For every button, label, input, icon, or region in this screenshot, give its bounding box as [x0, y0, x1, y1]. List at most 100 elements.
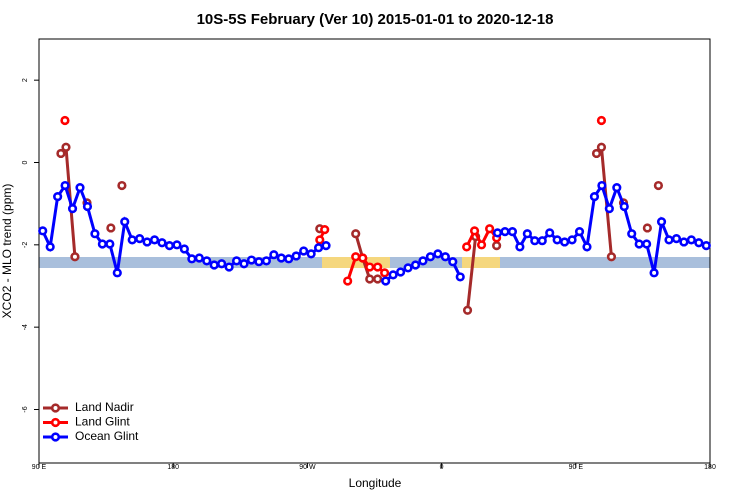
- point: [45, 242, 55, 252]
- point: [291, 251, 301, 261]
- plot-frame: [38, 38, 711, 464]
- point: [596, 142, 607, 152]
- point: [358, 253, 368, 263]
- point: [209, 260, 219, 270]
- point: [701, 241, 711, 251]
- point: [664, 235, 674, 245]
- point: [224, 262, 234, 272]
- point: [574, 227, 585, 237]
- chart-title: 10S-5S February (Ver 10) 2015-01-01 to 2…: [197, 11, 554, 28]
- point: [142, 237, 152, 247]
- point: [60, 180, 70, 191]
- point: [105, 239, 115, 249]
- point: [381, 276, 391, 286]
- legend-label: Land Nadir: [75, 400, 134, 414]
- point: [38, 226, 48, 236]
- point: [418, 256, 428, 266]
- point: [299, 246, 309, 256]
- point: [284, 254, 294, 264]
- point: [202, 256, 212, 266]
- series-line: [61, 147, 658, 310]
- point: [410, 260, 421, 270]
- point: [149, 235, 160, 245]
- y-axis-label: XCO2 - MLO trend (ppm): [0, 184, 14, 319]
- legend-label: Land Glint: [75, 415, 130, 429]
- point: [90, 229, 100, 239]
- legend-label: Ocean Glint: [75, 429, 139, 443]
- x-tick-label: 0: [440, 464, 444, 471]
- point: [306, 249, 316, 259]
- point: [135, 234, 145, 244]
- point: [315, 235, 325, 245]
- point: [567, 235, 577, 245]
- point: [642, 239, 652, 249]
- map-land: [322, 257, 390, 268]
- point: [433, 249, 443, 259]
- point: [671, 234, 682, 244]
- point: [112, 268, 122, 278]
- point: [82, 201, 93, 212]
- point: [403, 263, 413, 273]
- point: [492, 228, 503, 238]
- y-tick-label: 2: [22, 78, 29, 82]
- point: [589, 192, 600, 202]
- point: [448, 257, 458, 267]
- point: [127, 235, 137, 245]
- point: [469, 226, 480, 236]
- y-tick-label: -2: [22, 242, 29, 248]
- point: [530, 236, 540, 246]
- point: [591, 148, 602, 159]
- point: [187, 254, 197, 264]
- point: [343, 276, 353, 286]
- point: [373, 274, 383, 284]
- point: [604, 204, 614, 214]
- point: [60, 115, 70, 126]
- point: [606, 252, 617, 262]
- point: [455, 272, 465, 282]
- point: [634, 239, 644, 249]
- point: [254, 257, 264, 267]
- point: [537, 236, 547, 246]
- point: [239, 259, 249, 269]
- point: [321, 241, 331, 251]
- point: [500, 227, 510, 237]
- point: [97, 239, 107, 249]
- point: [217, 259, 227, 269]
- point: [522, 229, 532, 239]
- point: [552, 235, 562, 245]
- point: [276, 253, 286, 263]
- point: [694, 238, 704, 248]
- point: [485, 224, 495, 234]
- point: [596, 115, 607, 126]
- point: [164, 241, 175, 251]
- point: [440, 252, 450, 262]
- point: [656, 217, 667, 227]
- legend-marker: [50, 403, 61, 413]
- point: [61, 142, 71, 152]
- point: [67, 204, 78, 214]
- point: [351, 252, 361, 262]
- y-tick-label: 0: [22, 160, 29, 164]
- x-tick-label: 90 E: [569, 464, 584, 471]
- point: [75, 183, 85, 193]
- point: [351, 229, 361, 239]
- point: [492, 241, 502, 251]
- point: [313, 243, 324, 253]
- point: [246, 255, 257, 265]
- point: [179, 244, 189, 254]
- point: [380, 268, 390, 278]
- point: [56, 148, 66, 159]
- point: [120, 217, 130, 227]
- x-tick-label: 90 W: [299, 464, 316, 471]
- point: [462, 242, 472, 252]
- point: [597, 180, 607, 191]
- point: [545, 228, 555, 238]
- point: [106, 223, 116, 233]
- point: [476, 240, 487, 250]
- point: [365, 274, 375, 284]
- point: [462, 305, 473, 315]
- legend-marker: [50, 417, 61, 428]
- point: [231, 256, 242, 266]
- point: [388, 270, 398, 280]
